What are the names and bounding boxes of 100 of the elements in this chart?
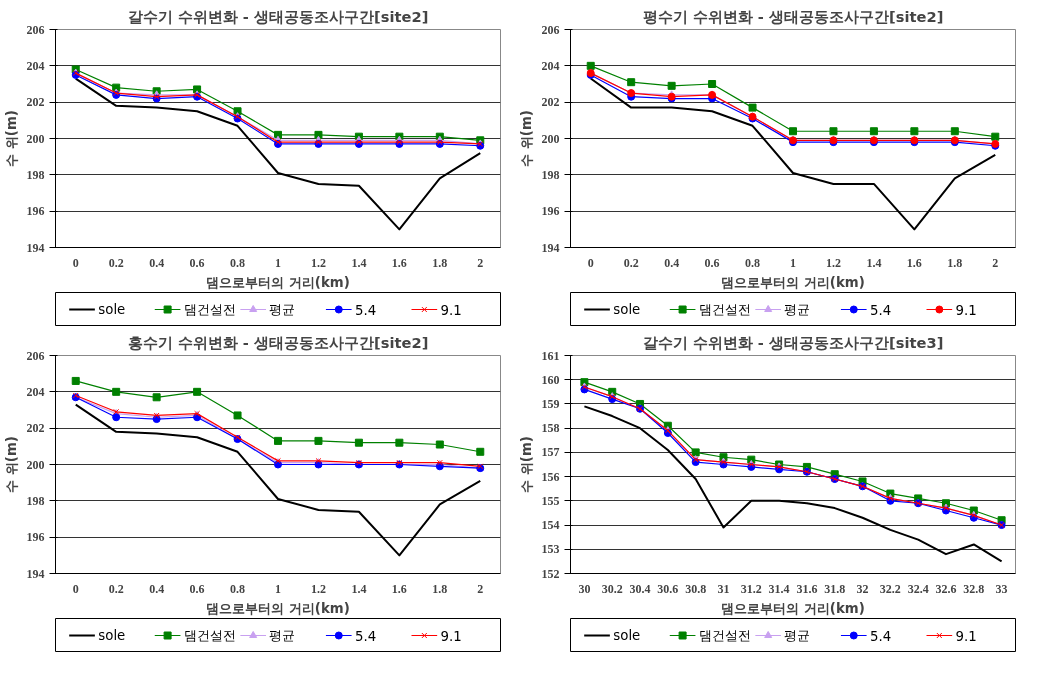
y-tick-label: 200 — [26, 457, 45, 472]
x-tick-label: 1 — [275, 581, 281, 596]
legend-label: 평균 — [784, 302, 811, 317]
legend-label: 평균 — [269, 302, 296, 317]
y-tick-label: 206 — [26, 348, 45, 363]
x-tick-label: 0.4 — [149, 255, 165, 270]
x-tick-label: 32 — [856, 581, 869, 596]
x-tick-label: 2 — [992, 255, 999, 270]
x-tick-label: 33 — [995, 581, 1008, 596]
y-tick-label: 206 — [26, 22, 45, 37]
y-axis-title: 수 위(m) — [3, 436, 19, 493]
legend-label: 5.4 — [870, 628, 892, 644]
y-tick-label: 155 — [541, 493, 560, 508]
legend-label: 9.1 — [440, 628, 462, 644]
y-tick-label: 196 — [26, 530, 45, 545]
chart-title: 홍수기 수위변화 - 생태공동조사구간[site2] — [127, 333, 429, 351]
y-tick-label: 202 — [541, 95, 560, 110]
y-tick-label: 159 — [541, 396, 560, 411]
legend-label: 평균 — [269, 628, 296, 643]
x-tick-label: 1.6 — [391, 581, 407, 596]
legend-label: 댐건설전 — [698, 302, 751, 317]
x-tick-label: 1.2 — [310, 255, 326, 270]
x-axis-title: 댐으로부터의 거리(km) — [206, 600, 350, 616]
y-tick-label: 200 — [541, 131, 560, 146]
x-tick-label: 30.6 — [657, 581, 679, 596]
legend-label: 5.4 — [355, 302, 377, 318]
x-tick-label: 30.4 — [629, 581, 651, 596]
legend-label: 5.4 — [355, 628, 377, 644]
x-tick-label: 1.8 — [947, 255, 963, 270]
x-tick-label: 0.6 — [189, 581, 205, 596]
y-tick-label: 160 — [541, 372, 560, 387]
x-tick-label: 0 — [72, 581, 79, 596]
x-tick-label: 1.2 — [310, 581, 326, 596]
legend-label: 5.4 — [870, 302, 892, 318]
x-tick-label: 1.4 — [351, 255, 367, 270]
x-tick-label: 30.2 — [601, 581, 623, 596]
x-tick-label: 0.2 — [108, 581, 124, 596]
y-tick-label: 198 — [541, 167, 560, 182]
chart-title: 갈수기 수위변화 - 생태공동조사구간[site2] — [127, 7, 429, 25]
y-tick-label: 204 — [26, 58, 45, 73]
y-tick-label: 196 — [26, 204, 45, 219]
x-tick-label: 31.6 — [796, 581, 818, 596]
x-tick-label: 1.4 — [866, 255, 882, 270]
y-axis-title: 수 위(m) — [518, 436, 534, 493]
x-axis-title: 댐으로부터의 거리(km) — [721, 600, 865, 616]
x-tick-label: 31.2 — [740, 581, 762, 596]
legend-label: 9.1 — [440, 302, 462, 318]
y-tick-label: 158 — [541, 421, 560, 436]
x-tick-label: 0.4 — [149, 581, 165, 596]
x-tick-label: 1.2 — [825, 255, 841, 270]
y-tick-label: 204 — [26, 384, 45, 399]
x-tick-label: 1.8 — [432, 255, 448, 270]
y-tick-label: 198 — [26, 493, 45, 508]
y-tick-label: 200 — [26, 131, 45, 146]
x-tick-label: 32.2 — [879, 581, 901, 596]
x-tick-label: 2 — [477, 581, 484, 596]
x-tick-label: 1 — [275, 255, 281, 270]
legend-label: sole — [98, 628, 126, 643]
x-tick-label: 30.8 — [685, 581, 707, 596]
y-tick-label: 202 — [26, 421, 45, 436]
legend-label: 댐건설전 — [183, 302, 236, 317]
chart-title: 갈수기 수위변화 - 생태공동조사구간[site3] — [642, 333, 944, 351]
y-tick-label: 206 — [541, 22, 560, 37]
y-tick-label: 202 — [26, 95, 45, 110]
x-tick-label: 30 — [578, 581, 591, 596]
x-tick-label: 32.6 — [935, 581, 957, 596]
x-axis-title: 댐으로부터의 거리(km) — [206, 274, 350, 290]
y-tick-label: 196 — [541, 204, 560, 219]
x-tick-label: 32.4 — [907, 581, 929, 596]
y-axis-title: 수 위(m) — [518, 110, 534, 167]
legend-label: 댐건설전 — [183, 628, 236, 643]
legend-label: 댐건설전 — [698, 628, 751, 643]
y-tick-label: 154 — [541, 518, 560, 533]
x-axis-title: 댐으로부터의 거리(km) — [721, 274, 865, 290]
legend-label: 평균 — [784, 628, 811, 643]
x-tick-label: 0.6 — [704, 255, 720, 270]
y-tick-label: 194 — [26, 240, 45, 255]
x-tick-label: 1.6 — [391, 255, 407, 270]
x-tick-label: 0.2 — [108, 255, 124, 270]
y-tick-label: 204 — [541, 58, 560, 73]
y-tick-label: 157 — [541, 445, 560, 460]
x-tick-label: 0.8 — [745, 255, 761, 270]
x-tick-label: 31.8 — [824, 581, 846, 596]
y-tick-label: 194 — [541, 240, 560, 255]
x-tick-label: 31 — [717, 581, 730, 596]
legend-label: sole — [613, 628, 641, 643]
y-axis-title: 수 위(m) — [3, 110, 19, 167]
y-tick-label: 161 — [541, 348, 560, 363]
x-tick-label: 0.8 — [230, 581, 246, 596]
legend-label: sole — [98, 302, 126, 317]
y-tick-label: 194 — [26, 566, 45, 581]
x-tick-label: 31.4 — [768, 581, 790, 596]
y-tick-label: 156 — [541, 469, 560, 484]
x-tick-label: 0.8 — [230, 255, 246, 270]
x-tick-label: 1.4 — [351, 581, 367, 596]
legend-label: 9.1 — [955, 302, 977, 318]
y-tick-label: 152 — [541, 566, 560, 581]
x-tick-label: 2 — [477, 255, 484, 270]
x-tick-label: 0 — [587, 255, 594, 270]
legend-label: sole — [613, 302, 641, 317]
